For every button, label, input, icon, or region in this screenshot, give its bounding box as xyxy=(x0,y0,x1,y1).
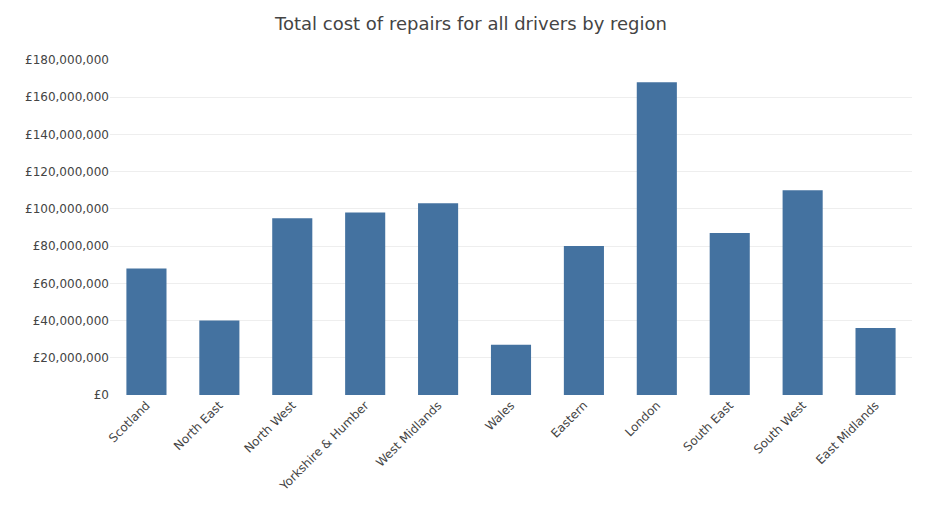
svg-text:London: London xyxy=(622,398,663,439)
svg-text:North West: North West xyxy=(241,398,298,455)
svg-text:£140,000,000: £140,000,000 xyxy=(25,128,109,142)
svg-text:South East: South East xyxy=(681,398,737,454)
svg-text:Scotland: Scotland xyxy=(106,398,153,445)
svg-text:£80,000,000: £80,000,000 xyxy=(33,239,109,253)
svg-text:Eastern: Eastern xyxy=(548,398,590,440)
svg-text:£120,000,000: £120,000,000 xyxy=(25,165,109,179)
svg-text:£60,000,000: £60,000,000 xyxy=(33,277,109,291)
svg-text:£180,000,000: £180,000,000 xyxy=(25,53,109,67)
svg-text:£40,000,000: £40,000,000 xyxy=(33,314,109,328)
svg-text:North East: North East xyxy=(171,398,226,453)
svg-text:£20,000,000: £20,000,000 xyxy=(33,351,109,365)
svg-text:Total cost of repairs for all: Total cost of repairs for all drivers by… xyxy=(274,13,667,34)
svg-text:Wales: Wales xyxy=(482,398,517,433)
svg-text:East Midlands: East Midlands xyxy=(813,398,882,467)
svg-text:£0: £0 xyxy=(94,388,109,402)
svg-text:£160,000,000: £160,000,000 xyxy=(25,90,109,104)
svg-text:West Midlands: West Midlands xyxy=(373,398,444,469)
svg-text:South West: South West xyxy=(751,398,809,456)
svg-text:£100,000,000: £100,000,000 xyxy=(25,202,109,216)
svg-text:Yorkshire & Humber: Yorkshire & Humber xyxy=(276,398,371,493)
